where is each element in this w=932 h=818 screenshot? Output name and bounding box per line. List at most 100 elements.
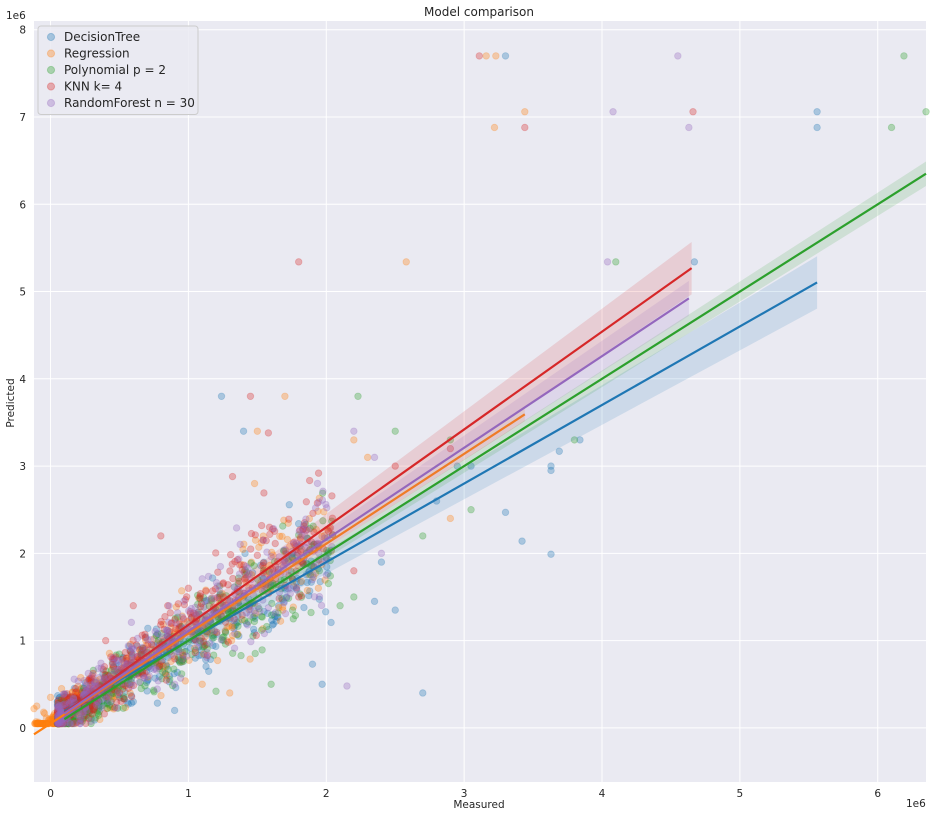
scatter-point bbox=[112, 692, 121, 700]
legend-label: RandomForest n = 30 bbox=[64, 96, 195, 110]
scatter-point bbox=[54, 708, 62, 716]
y-tick-label: 7 bbox=[19, 112, 26, 124]
scatter-point bbox=[204, 572, 213, 581]
y-offset-label: 1e6 bbox=[6, 10, 26, 22]
scatter-point bbox=[173, 609, 182, 617]
scatter-point bbox=[235, 570, 244, 578]
scatter-point bbox=[54, 692, 62, 700]
scatter-point bbox=[285, 515, 293, 523]
scatter-point bbox=[303, 578, 311, 587]
scatter-point bbox=[248, 569, 257, 577]
scatter-point bbox=[124, 700, 133, 708]
scatter-point bbox=[202, 662, 210, 671]
scatter-point bbox=[521, 123, 529, 132]
scatter-point bbox=[81, 679, 90, 687]
scatter-point bbox=[54, 719, 63, 728]
scatter-point bbox=[87, 679, 96, 687]
scatter-point bbox=[205, 667, 213, 675]
scatter-point bbox=[60, 719, 69, 728]
scatter-point bbox=[61, 698, 69, 706]
scatter-point bbox=[251, 614, 259, 623]
y-tick-label: 2 bbox=[19, 548, 26, 560]
scatter-point bbox=[177, 657, 186, 666]
scatter-point bbox=[221, 627, 229, 635]
scatter-point bbox=[119, 685, 127, 693]
scatter-point bbox=[247, 637, 255, 646]
scatter-point bbox=[55, 704, 63, 712]
scatter-point bbox=[63, 718, 72, 726]
scatter-point bbox=[250, 562, 258, 570]
scatter-point bbox=[166, 675, 174, 684]
scatter-point bbox=[318, 680, 326, 688]
scatter-point bbox=[178, 612, 186, 620]
scatter-point bbox=[370, 453, 379, 462]
scatter-point bbox=[354, 392, 362, 400]
scatter-point bbox=[52, 711, 61, 719]
scatter-point bbox=[137, 647, 146, 655]
scatter-point bbox=[685, 123, 693, 132]
scatter-point bbox=[172, 603, 180, 611]
scatter-point bbox=[547, 466, 555, 475]
scatter-point bbox=[296, 533, 305, 541]
scatter-point bbox=[103, 704, 111, 713]
scatter-point bbox=[175, 657, 184, 666]
scatter-point bbox=[239, 427, 248, 435]
scatter-point bbox=[228, 560, 236, 568]
scatter-point bbox=[203, 651, 212, 660]
scatter-point bbox=[196, 595, 204, 603]
scatter-point bbox=[176, 674, 185, 682]
scatter-point bbox=[83, 678, 91, 686]
scatter-point bbox=[84, 713, 93, 722]
scatter-point bbox=[161, 668, 169, 677]
scatter-point bbox=[80, 712, 88, 720]
scatter-point bbox=[141, 682, 149, 690]
scatter-point bbox=[213, 593, 222, 602]
scatter-point bbox=[54, 719, 63, 728]
scatter-point bbox=[55, 701, 63, 710]
scatter-point bbox=[55, 719, 63, 728]
y-axis-title: Predicted bbox=[5, 378, 17, 427]
scatter-point bbox=[84, 669, 92, 678]
scatter-point bbox=[241, 566, 249, 574]
scatter-point bbox=[295, 593, 303, 601]
scatter-point bbox=[38, 719, 47, 728]
scatter-point bbox=[60, 690, 68, 698]
scatter-point bbox=[296, 526, 304, 534]
scatter-point bbox=[57, 699, 65, 707]
scatter-point bbox=[297, 577, 306, 585]
scatter-point bbox=[198, 575, 206, 583]
scatter-point bbox=[216, 591, 224, 600]
scatter-point bbox=[312, 525, 320, 534]
scatter-point bbox=[33, 702, 41, 710]
scatter-point bbox=[107, 666, 116, 674]
scatter-point bbox=[315, 498, 323, 506]
scatter-point bbox=[241, 571, 249, 579]
legend-marker bbox=[46, 98, 56, 108]
scatter-point bbox=[38, 719, 47, 728]
scatter-point bbox=[54, 719, 63, 728]
scatter-point bbox=[58, 701, 66, 710]
scatter-point bbox=[259, 625, 267, 633]
x-axis-title: Measured bbox=[453, 799, 504, 811]
scatter-point bbox=[71, 713, 79, 721]
scatter-point bbox=[121, 688, 129, 696]
scatter-point bbox=[136, 678, 144, 686]
scatter-point bbox=[170, 669, 178, 678]
scatter-point bbox=[101, 636, 110, 645]
scatter-point bbox=[180, 597, 188, 605]
scatter-point bbox=[73, 693, 81, 701]
scatter-point bbox=[200, 642, 208, 651]
scatter-point bbox=[73, 690, 81, 698]
scatter-point bbox=[201, 632, 209, 641]
scatter-point bbox=[274, 602, 283, 610]
scatter-point bbox=[57, 702, 65, 710]
scatter-point bbox=[73, 718, 81, 727]
scatter-point bbox=[230, 644, 239, 652]
scatter-point bbox=[230, 624, 238, 633]
scatter-point bbox=[79, 715, 87, 723]
scatter-point bbox=[35, 719, 43, 728]
scatter-point bbox=[55, 719, 64, 727]
scatter-point bbox=[98, 701, 106, 710]
scatter-point bbox=[231, 629, 239, 638]
scatter-point bbox=[260, 629, 269, 638]
